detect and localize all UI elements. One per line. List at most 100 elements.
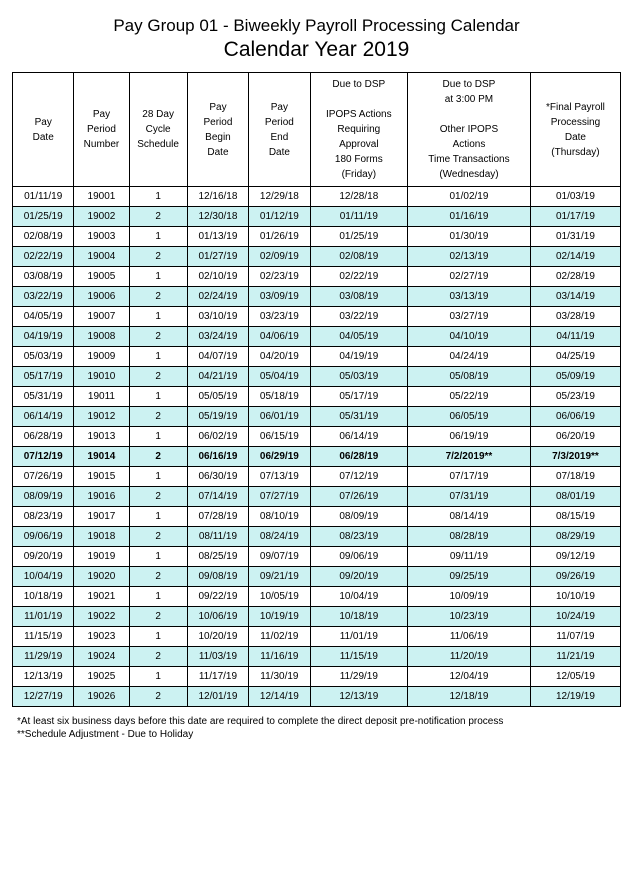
cell: 07/12/19 [310, 467, 407, 487]
cell: 19012 [74, 407, 129, 427]
cell: 19015 [74, 467, 129, 487]
footnote-2: **Schedule Adjustment - Due to Holiday [17, 728, 621, 741]
cell: 2 [129, 687, 187, 707]
cell: 2 [129, 207, 187, 227]
cell: 01/11/19 [13, 187, 74, 207]
col-header-5: Due to DSPIPOPS ActionsRequiringApproval… [310, 73, 407, 187]
cell: 05/09/19 [530, 367, 620, 387]
cell: 04/21/19 [187, 367, 248, 387]
cell: 08/01/19 [530, 487, 620, 507]
cell: 2 [129, 607, 187, 627]
cell: 19001 [74, 187, 129, 207]
cell: 11/01/19 [13, 607, 74, 627]
cell: 11/17/19 [187, 667, 248, 687]
cell: 07/28/19 [187, 507, 248, 527]
cell: 19002 [74, 207, 129, 227]
col-header-0: PayDate [13, 73, 74, 187]
cell: 01/13/19 [187, 227, 248, 247]
cell: 02/09/19 [249, 247, 310, 267]
table-body: 01/11/1919001112/16/1812/29/1812/28/1801… [13, 187, 621, 707]
table-row: 07/26/1919015106/30/1907/13/1907/12/1907… [13, 467, 621, 487]
cell: 03/13/19 [408, 287, 531, 307]
table-row: 09/06/1919018208/11/1908/24/1908/23/1908… [13, 527, 621, 547]
cell: 1 [129, 427, 187, 447]
table-row: 11/15/1919023110/20/1911/02/1911/01/1911… [13, 627, 621, 647]
cell: 03/09/19 [249, 287, 310, 307]
cell: 09/20/19 [13, 547, 74, 567]
cell: 11/16/19 [249, 647, 310, 667]
cell: 08/23/19 [310, 527, 407, 547]
cell: 03/10/19 [187, 307, 248, 327]
cell: 03/22/19 [310, 307, 407, 327]
cell: 1 [129, 267, 187, 287]
cell: 2 [129, 367, 187, 387]
payroll-calendar-table: PayDatePayPeriodNumber28 DayCycleSchedul… [12, 72, 621, 707]
table-row: 06/28/1919013106/02/1906/15/1906/14/1906… [13, 427, 621, 447]
cell: 04/19/19 [310, 347, 407, 367]
cell: 08/11/19 [187, 527, 248, 547]
cell: 04/20/19 [249, 347, 310, 367]
cell: 06/30/19 [187, 467, 248, 487]
cell: 11/07/19 [530, 627, 620, 647]
cell: 09/11/19 [408, 547, 531, 567]
cell: 01/12/19 [249, 207, 310, 227]
footnotes: *At least six business days before this … [12, 715, 621, 741]
col-header-2: 28 DayCycleSchedule [129, 73, 187, 187]
table-row: 02/22/1919004201/27/1902/09/1902/08/1902… [13, 247, 621, 267]
cell: 2 [129, 287, 187, 307]
table-row: 11/01/1919022210/06/1910/19/1910/18/1910… [13, 607, 621, 627]
col-header-4: PayPeriodEndDate [249, 73, 310, 187]
cell: 07/26/19 [13, 467, 74, 487]
cell: 09/06/19 [310, 547, 407, 567]
cell: 06/19/19 [408, 427, 531, 447]
cell: 7/3/2019** [530, 447, 620, 467]
table-row: 09/20/1919019108/25/1909/07/1909/06/1909… [13, 547, 621, 567]
cell: 02/27/19 [408, 267, 531, 287]
cell: 10/04/19 [13, 567, 74, 587]
cell: 2 [129, 567, 187, 587]
cell: 09/12/19 [530, 547, 620, 567]
cell: 19026 [74, 687, 129, 707]
cell: 05/23/19 [530, 387, 620, 407]
cell: 10/18/19 [13, 587, 74, 607]
table-row: 05/03/1919009104/07/1904/20/1904/19/1904… [13, 347, 621, 367]
cell: 08/23/19 [13, 507, 74, 527]
title-line-2: Calendar Year 2019 [12, 38, 621, 62]
cell: 02/22/19 [310, 267, 407, 287]
cell: 7/2/2019** [408, 447, 531, 467]
cell: 2 [129, 247, 187, 267]
cell: 19009 [74, 347, 129, 367]
table-row: 02/08/1919003101/13/1901/26/1901/25/1901… [13, 227, 621, 247]
cell: 06/14/19 [13, 407, 74, 427]
cell: 08/28/19 [408, 527, 531, 547]
cell: 07/12/19 [13, 447, 74, 467]
cell: 05/03/19 [310, 367, 407, 387]
cell: 08/09/19 [310, 507, 407, 527]
cell: 05/22/19 [408, 387, 531, 407]
cell: 2 [129, 647, 187, 667]
cell: 02/22/19 [13, 247, 74, 267]
col-header-7: *Final PayrollProcessingDate(Thursday) [530, 73, 620, 187]
cell: 11/21/19 [530, 647, 620, 667]
cell: 11/15/19 [310, 647, 407, 667]
cell: 12/13/19 [13, 667, 74, 687]
col-header-3: PayPeriodBeginDate [187, 73, 248, 187]
cell: 07/13/19 [249, 467, 310, 487]
cell: 07/14/19 [187, 487, 248, 507]
cell: 06/29/19 [249, 447, 310, 467]
cell: 10/18/19 [310, 607, 407, 627]
cell: 19010 [74, 367, 129, 387]
cell: 1 [129, 627, 187, 647]
cell: 19005 [74, 267, 129, 287]
cell: 06/28/19 [13, 427, 74, 447]
cell: 02/08/19 [310, 247, 407, 267]
cell: 08/14/19 [408, 507, 531, 527]
cell: 19011 [74, 387, 129, 407]
cell: 12/19/19 [530, 687, 620, 707]
cell: 19025 [74, 667, 129, 687]
cell: 04/19/19 [13, 327, 74, 347]
cell: 1 [129, 467, 187, 487]
cell: 08/10/19 [249, 507, 310, 527]
cell: 12/05/19 [530, 667, 620, 687]
cell: 19013 [74, 427, 129, 447]
